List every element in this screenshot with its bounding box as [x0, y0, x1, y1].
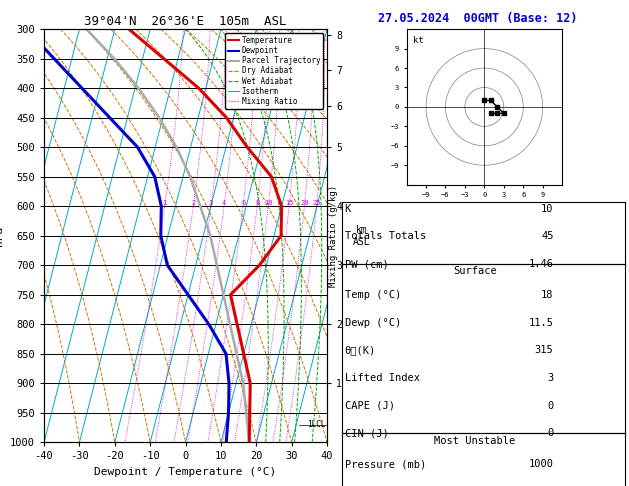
Text: 1000: 1000 — [528, 459, 554, 469]
Text: Pressure (mb): Pressure (mb) — [345, 459, 426, 469]
Text: 1.46: 1.46 — [528, 259, 554, 269]
Text: 25: 25 — [313, 200, 321, 206]
Text: 1LCL: 1LCL — [307, 420, 325, 429]
Text: 27.05.2024  00GMT (Base: 12): 27.05.2024 00GMT (Base: 12) — [378, 12, 578, 25]
Text: Temp (°C): Temp (°C) — [345, 290, 401, 300]
Text: 10: 10 — [264, 200, 272, 206]
Text: Lifted Index: Lifted Index — [345, 373, 420, 383]
Text: 2: 2 — [191, 200, 196, 206]
Text: 0: 0 — [547, 400, 554, 411]
Title: 39°04'N  26°36'E  105m  ASL: 39°04'N 26°36'E 105m ASL — [84, 15, 287, 28]
Text: 8: 8 — [255, 200, 259, 206]
Text: 1: 1 — [163, 200, 167, 206]
Text: Totals Totals: Totals Totals — [345, 231, 426, 242]
Y-axis label: hPa: hPa — [0, 226, 4, 246]
Text: kt: kt — [413, 35, 424, 45]
Text: 0: 0 — [547, 428, 554, 438]
Text: 3: 3 — [209, 200, 213, 206]
Text: 4: 4 — [222, 200, 226, 206]
Text: 315: 315 — [535, 345, 554, 355]
Text: CAPE (J): CAPE (J) — [345, 400, 394, 411]
Text: 3: 3 — [547, 373, 554, 383]
Text: 11.5: 11.5 — [528, 317, 554, 328]
X-axis label: Dewpoint / Temperature (°C): Dewpoint / Temperature (°C) — [94, 467, 277, 477]
Text: 45: 45 — [541, 231, 554, 242]
Text: 15: 15 — [285, 200, 293, 206]
Text: Dewp (°C): Dewp (°C) — [345, 317, 401, 328]
Text: PW (cm): PW (cm) — [345, 259, 389, 269]
Text: Surface: Surface — [453, 266, 497, 277]
Text: CIN (J): CIN (J) — [345, 428, 389, 438]
Legend: Temperature, Dewpoint, Parcel Trajectory, Dry Adiabat, Wet Adiabat, Isotherm, Mi: Temperature, Dewpoint, Parcel Trajectory… — [225, 33, 323, 109]
Text: 20: 20 — [300, 200, 309, 206]
Text: 18: 18 — [541, 290, 554, 300]
Text: Most Unstable: Most Unstable — [434, 435, 516, 446]
Y-axis label: km
ASL: km ASL — [353, 225, 370, 246]
Text: Mixing Ratio (g/kg): Mixing Ratio (g/kg) — [329, 185, 338, 287]
Text: θᴄ(K): θᴄ(K) — [345, 345, 376, 355]
Text: 10: 10 — [541, 204, 554, 214]
Text: K: K — [345, 204, 351, 214]
Text: 6: 6 — [241, 200, 245, 206]
